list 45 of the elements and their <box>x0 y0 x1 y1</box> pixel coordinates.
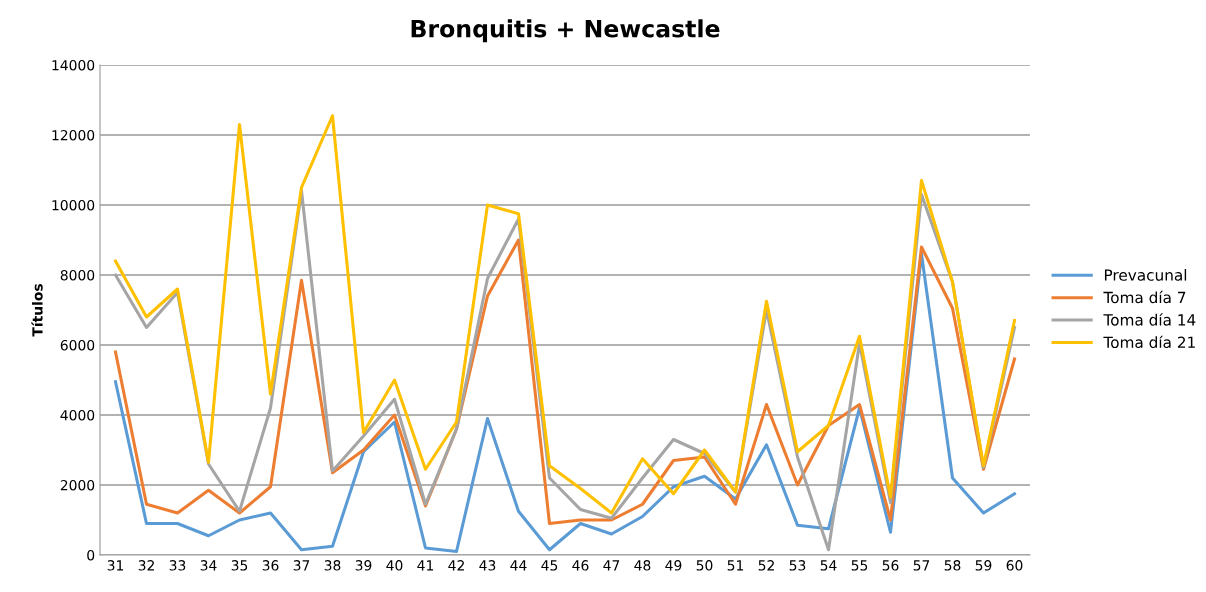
x-tick-label: 50 <box>696 560 713 571</box>
x-tick-label: 43 <box>479 560 496 571</box>
x-tick-label: 55 <box>851 560 868 571</box>
x-tick-label: 46 <box>572 560 589 571</box>
x-tick-label: 36 <box>262 560 279 571</box>
x-tick-label: 33 <box>169 560 186 571</box>
y-axis-title: Títulos <box>31 283 43 337</box>
x-tick-label: 53 <box>789 560 806 571</box>
x-tick-label: 32 <box>138 560 154 571</box>
x-tick-label: 54 <box>820 560 837 571</box>
x-tick-label: 39 <box>355 560 372 571</box>
x-tick-label: 34 <box>200 560 217 571</box>
x-tick-label: 52 <box>758 560 774 571</box>
x-tick-label: 56 <box>882 560 899 571</box>
x-tick-label: 31 <box>107 560 124 571</box>
y-tick-label: 4000 <box>60 409 95 421</box>
y-tick-label: 12000 <box>52 129 95 141</box>
legend-label: Toma día 14 <box>1103 313 1196 326</box>
x-tick-label: 49 <box>665 560 682 571</box>
x-tick-label: 57 <box>913 560 930 571</box>
x-tick-label: 35 <box>231 560 248 571</box>
y-tick-label: 0 <box>87 549 95 561</box>
x-tick-label: 42 <box>448 560 464 571</box>
y-tick-label: 2000 <box>60 479 95 491</box>
x-tick-label: 59 <box>975 560 992 571</box>
legend-label: Prevacunal <box>1104 268 1187 281</box>
chart-title: Bronquitis + Newcastle <box>411 19 720 43</box>
y-tick-label: 14000 <box>52 59 95 71</box>
x-tick-label: 37 <box>293 560 310 571</box>
x-tick-label: 58 <box>944 560 961 571</box>
y-tick-label: 8000 <box>60 269 95 281</box>
legend-label: Toma día 7 <box>1103 290 1186 304</box>
x-tick-label: 47 <box>603 560 620 571</box>
x-tick-label: 40 <box>386 560 403 571</box>
x-tick-label: 44 <box>510 560 527 571</box>
x-tick-label: 51 <box>727 560 744 571</box>
line-series <box>113 114 1017 515</box>
x-tick-label: 41 <box>417 560 434 571</box>
x-tick-label: 45 <box>541 560 558 571</box>
x-tick-label: 60 <box>1006 560 1023 571</box>
x-tick-label: 38 <box>324 560 341 571</box>
y-tick-label: 6000 <box>60 339 95 351</box>
x-tick-label: 48 <box>634 560 651 571</box>
y-tick-label: 10000 <box>52 199 95 211</box>
legend-label: Toma día 21 <box>1103 335 1195 349</box>
